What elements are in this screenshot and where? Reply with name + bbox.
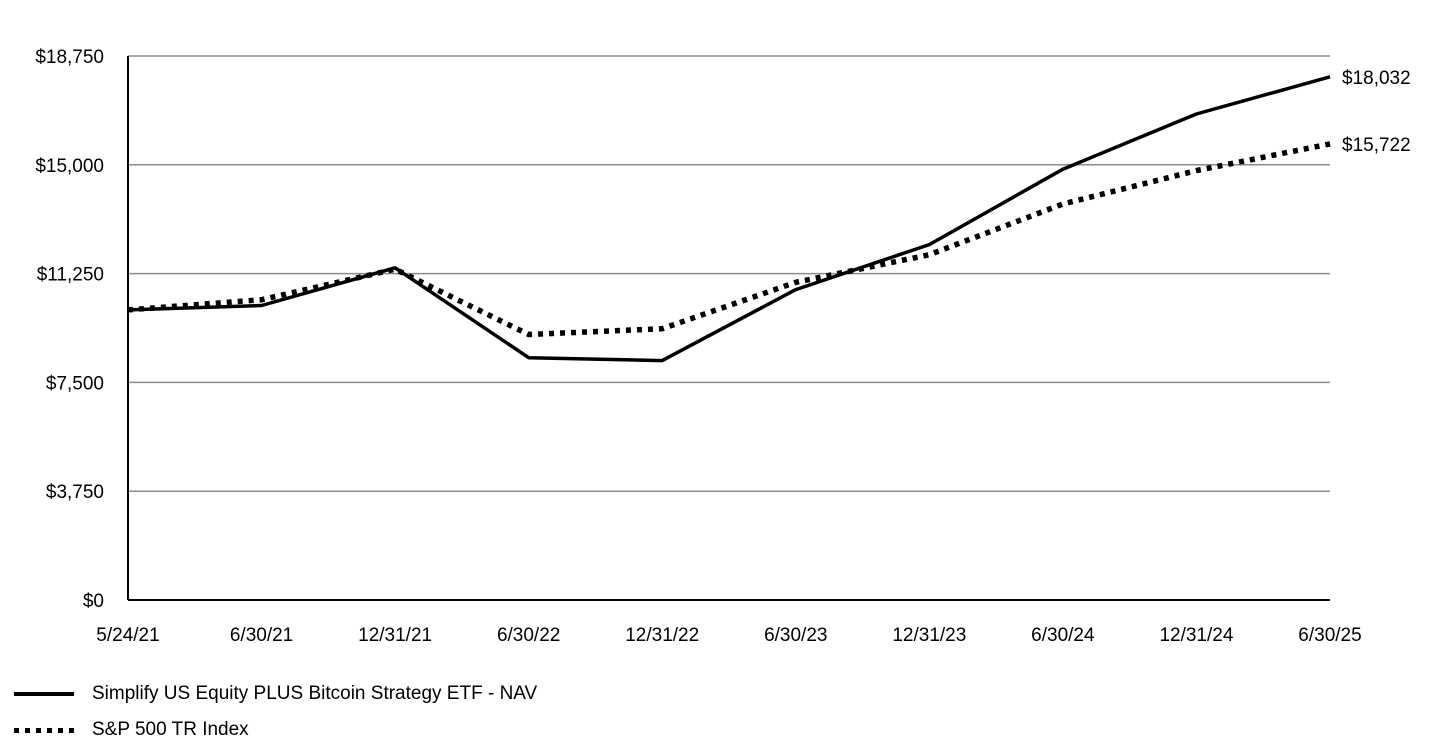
x-tick-label: 5/24/21: [96, 625, 159, 646]
x-tick-label: 12/31/23: [892, 625, 966, 646]
series-lines: [127, 75, 1331, 363]
x-tick-label: 6/30/23: [764, 625, 827, 646]
y-tick-label: $7,500: [46, 373, 104, 394]
y-tick-label: $0: [83, 591, 104, 612]
legend-swatch-dotted-line: [14, 727, 74, 733]
legend-item-sp500: S&P 500 TR Index: [14, 712, 537, 748]
series-line-nav: [127, 75, 1331, 363]
legend: Simplify US Equity PLUS Bitcoin Strategy…: [14, 676, 537, 748]
x-axis-tick-labels: 5/24/21 6/30/21 12/31/21 6/30/22 12/31/22 6/3…: [96, 625, 1361, 646]
x-tick-label: 12/31/22: [625, 625, 699, 646]
line-chart: $0 $3,750 $7,500 $11,250 $15,000 $18,750 5/24…: [35, 47, 1411, 646]
y-tick-label: $11,250: [37, 265, 104, 286]
x-tick-label: 12/31/21: [358, 625, 432, 646]
y-axis-tick-labels: $0 $3,750 $7,500 $11,250 $15,000 $18,750: [35, 47, 104, 612]
x-tick-label: 12/31/24: [1159, 625, 1233, 646]
x-tick-label: 6/30/21: [230, 625, 293, 646]
end-label-sp500: $15,722: [1342, 135, 1411, 156]
end-label-nav: $18,032: [1342, 68, 1411, 89]
x-tick-label: 6/30/24: [1031, 625, 1095, 646]
y-tick-label: $15,000: [35, 156, 104, 177]
gridlines: [128, 55, 1330, 492]
legend-label-nav: Simplify US Equity PLUS Bitcoin Strategy…: [92, 683, 538, 704]
x-tick-label: 6/30/22: [497, 625, 560, 646]
y-tick-label: $18,750: [35, 47, 104, 68]
series-line-sp500: [127, 141, 1331, 338]
y-tick-label: $3,750: [46, 482, 104, 503]
end-value-labels: $18,032 $15,722: [1342, 68, 1411, 156]
legend-label-sp500: S&P 500 TR Index: [92, 719, 249, 740]
legend-item-nav: Simplify US Equity PLUS Bitcoin Strategy…: [14, 676, 537, 712]
x-tick-label: 6/30/25: [1298, 625, 1361, 646]
legend-swatch-solid-line: [14, 692, 74, 696]
axes: [127, 56, 1330, 601]
